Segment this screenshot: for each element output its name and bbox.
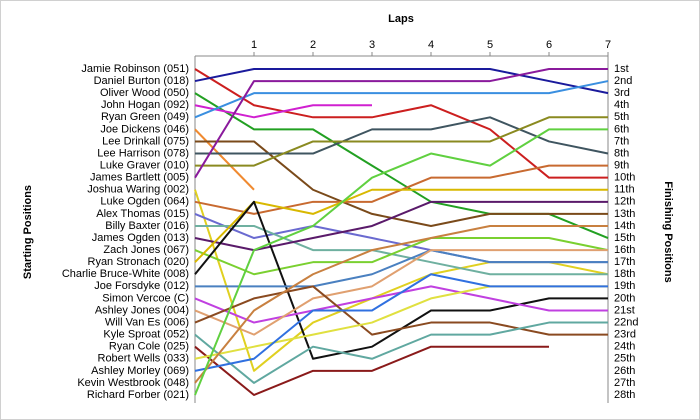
x-tick-label: 2 [310,39,316,51]
finishing-label: 20th [614,292,635,304]
x-tick-label: 3 [369,39,375,51]
starting-label: Billy Baxter (016) [105,220,189,232]
position-line [194,188,608,263]
starting-label: James Ogden (013) [92,232,189,244]
position-line [194,237,609,276]
finishing-label: 8th [614,147,629,159]
y-axis-label-left: Starting Positions [22,185,34,279]
position-line [194,224,608,384]
finishing-label: 25th [614,353,635,365]
finishing-label: 2nd [614,75,632,87]
x-tick-label: 5 [487,39,493,51]
starting-label: John Hogan (092) [101,99,189,111]
position-line [194,68,608,179]
starting-label: Simon Vercoe (C) [102,292,189,304]
starting-label: Jamie Robinson (051) [81,63,189,75]
finishing-label: 13th [614,208,635,220]
position-line [194,285,608,336]
starting-label: Ryan Cole (025) [109,341,189,353]
starting-label: Lee Drinkall (075) [102,135,189,147]
finishing-label: 4th [614,99,629,111]
finishing-label: 5th [614,111,629,123]
finishing-label: 7th [614,135,629,147]
finishing-label: 22nd [614,316,638,328]
finishing-label: 16th [614,244,635,256]
chart-title: Laps [388,13,414,25]
finishing-label: 17th [614,256,635,268]
finishing-label: 21st [614,304,635,316]
starting-label: Oliver Wood (050) [100,87,189,99]
finishing-label: 26th [614,365,635,377]
finishing-label: 10th [614,172,635,184]
position-line [194,321,608,384]
starting-label: Ryan Green (049) [101,111,189,123]
starting-label: Lee Harrison (078) [97,147,189,159]
starting-label: Alex Thomas (015) [96,208,189,220]
starting-label: Daniel Burton (018) [94,75,189,87]
finishing-label: 18th [614,268,635,280]
starting-label: Richard Forber (021) [87,389,189,401]
position-line [194,80,609,119]
starting-label: Ryan Stronach (020) [88,256,190,268]
finishing-label: 19th [614,280,635,292]
starting-label: Joe Dickens (046) [100,123,189,135]
position-line [195,116,609,155]
y-axis-label-right: Finishing Positions [662,181,674,282]
finishing-label: 11th [614,184,635,196]
starting-label: Luke Ogden (064) [100,196,189,208]
finishing-label: 12th [614,196,635,208]
finishing-label: 6th [614,123,629,135]
starting-label: Kevin Westbrook (048) [77,377,189,389]
finishing-label: 27th [614,377,635,389]
position-line [195,249,608,288]
finishing-label: 15th [614,232,635,244]
position-line [194,273,608,372]
finishing-label: 28th [614,389,635,401]
finishing-label: 23rd [614,329,636,341]
position-line [194,68,609,95]
position-line [194,249,608,336]
starting-label: Luke Graver (010) [100,159,189,171]
finishing-label: 3rd [614,87,630,99]
x-tick-label: 1 [251,39,257,51]
position-line [194,345,549,396]
finishing-label: 1st [614,63,629,75]
starting-label: Zach Jones (067) [103,244,189,256]
starting-label: Joshua Waring (002) [87,184,189,196]
starting-label: Robert Wells (033) [98,353,190,365]
finishing-label: 24th [614,341,635,353]
position-line [195,140,608,227]
position-line [195,116,608,167]
x-tick-label: 7 [605,39,611,51]
position-line [194,128,255,191]
starting-label: James Bartlett (005) [90,172,189,184]
position-line [194,128,608,396]
starting-label: Charlie Bruce-White (008) [62,268,189,280]
x-tick-label: 6 [546,39,552,51]
starting-label: Ashley Jones (004) [95,304,189,316]
starting-label: Will Van Es (006) [105,316,189,328]
position-line [194,68,608,179]
position-line [194,200,608,252]
starting-label: Kyle Sproat (052) [103,329,189,341]
finishing-label: 9th [614,159,629,171]
starting-label: Ashley Morley (069) [91,365,189,377]
position-line [194,104,372,119]
starting-label: Joe Forsdyke (012) [94,280,189,292]
x-tick-label: 4 [428,39,434,51]
finishing-label: 14th [614,220,635,232]
